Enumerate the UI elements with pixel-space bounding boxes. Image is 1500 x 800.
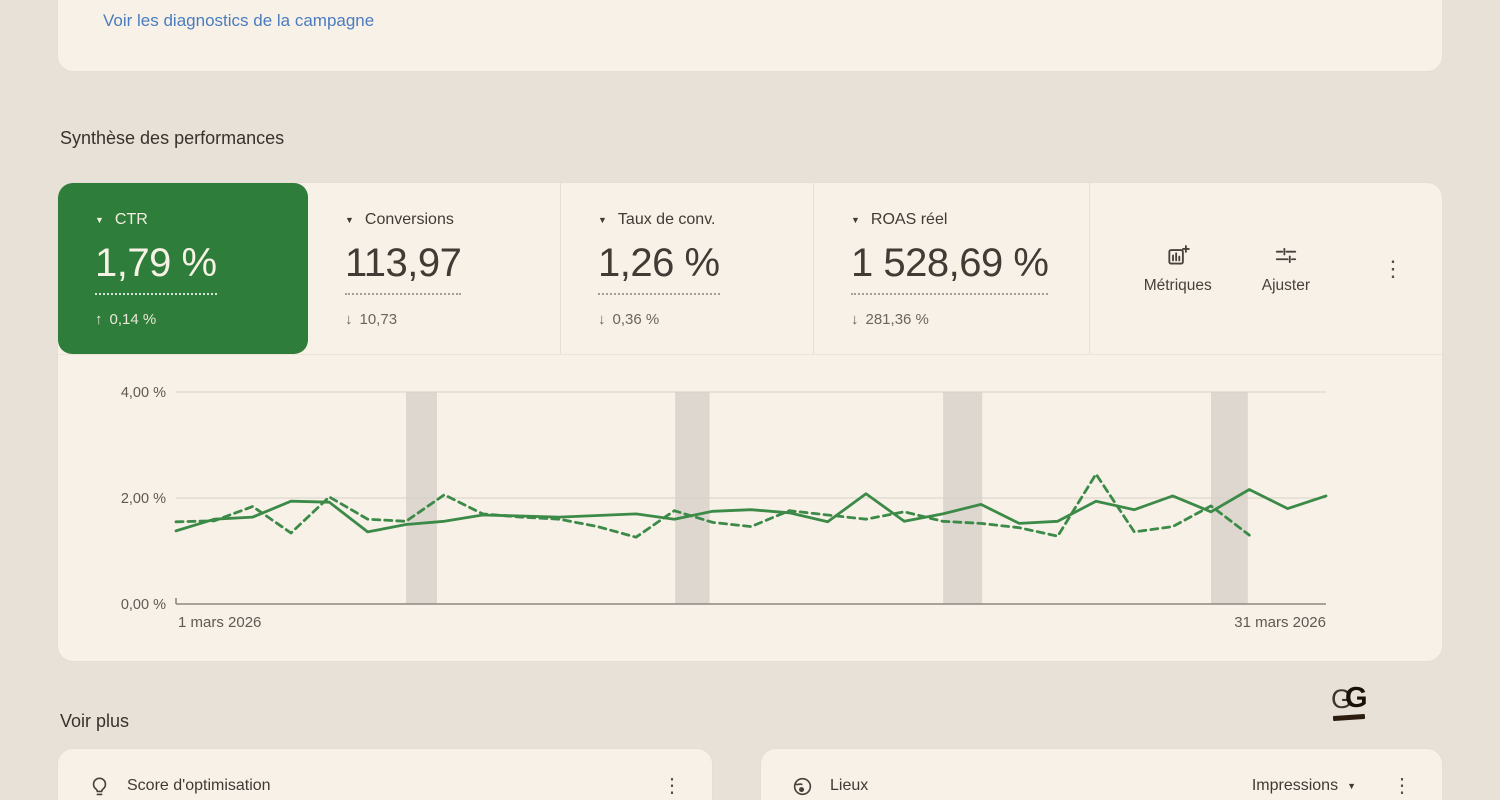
metric-label-row: ▼ Conversions [345, 211, 560, 229]
chevron-down-icon[interactable]: ▼ [345, 214, 354, 225]
campaign-diagnostics-link[interactable]: Voir les diagnostics de la campagne [103, 11, 375, 30]
x-end-label: 31 mars 2026 [1234, 614, 1326, 631]
metric-label: Taux de conv. [617, 211, 716, 228]
optimization-score-header: Score d'optimisation ⋮ [88, 772, 690, 800]
metric-delta: ↓ 0,36 % [598, 311, 813, 328]
metric-label: ROAS réel [870, 211, 948, 228]
adjust-button-label: Ajuster [1261, 276, 1310, 294]
locations-metric-dropdown[interactable]: Impressions ▼ [1252, 777, 1356, 795]
ctr-line-chart: 0,00 % 2,00 % 4,00 % 1 mars 2026 31 mars 202… [121, 385, 1328, 631]
performance-summary-title: Synthèse des performances [60, 128, 285, 148]
metric-label-row: ▼ ROAS réel [851, 211, 1089, 229]
see-more-title: Voir plus [60, 711, 130, 731]
chart-add-metric-icon [1165, 243, 1191, 269]
arrow-up-icon: ↑ [95, 311, 103, 328]
series-dashed [174, 472, 1251, 539]
metric-delta: ↓ 10,73 [345, 311, 560, 328]
metric-value: 1,79 % [95, 241, 308, 295]
metric-delta-value: 0,36 % [612, 311, 660, 328]
metric-label-row: ▼ CTR [95, 211, 308, 229]
metrics-button-label: Métriques [1143, 276, 1212, 294]
performance-summary-card: ▼ CTR 1,79 % ↑ 0,14 % ▼ Conversions 113,97 ↓ 10,7… [57, 182, 1443, 662]
y-tick-label: 4,00 % [121, 385, 166, 401]
gg-letter-bold: G [1345, 682, 1368, 714]
metric-value: 1 528,69 % [851, 241, 1089, 295]
chart-overflow-menu-button[interactable]: ⋮ [1372, 250, 1414, 288]
metric-delta-value: 281,36 % [865, 311, 929, 328]
arrow-down-icon: ↓ [851, 311, 859, 328]
metric-tile-conversions[interactable]: ▼ Conversions 113,97 ↓ 10,73 [308, 183, 560, 354]
metric-tile-taux-de-conv[interactable]: ▼ Taux de conv. 1,26 % ↓ 0,36 % [560, 183, 813, 354]
metric-tile-ctr[interactable]: ▼ CTR 1,79 % ↑ 0,14 % [58, 183, 308, 354]
gg-letter-outline: G [1331, 684, 1353, 714]
locations-menu-button[interactable]: ⋮ [1384, 772, 1420, 800]
optimization-score-title: Score d'optimisation [127, 777, 271, 794]
metric-delta: ↑ 0,14 % [95, 311, 308, 328]
globe-location-icon [791, 775, 814, 798]
metrics-row: ▼ CTR 1,79 % ↑ 0,14 % ▼ Conversions 113,97 ↓ 10,7… [58, 183, 1442, 355]
metric-delta-value: 10,73 [359, 311, 398, 328]
adjust-button[interactable]: Ajuster [1252, 237, 1320, 301]
gg-underline [1332, 713, 1366, 722]
optimization-score-menu-button[interactable]: ⋮ [654, 772, 690, 800]
see-more-row: Voir plus G G [57, 682, 1443, 732]
sliders-tune-icon [1273, 243, 1299, 269]
locations-title: Lieux [830, 777, 869, 794]
locations-card: Lieux Impressions ▼ ⋮ [760, 748, 1443, 800]
chevron-down-icon[interactable]: ▼ [851, 214, 860, 225]
arrow-down-icon: ↓ [345, 311, 353, 328]
gg-watermark: G G [1331, 682, 1375, 724]
metric-tile-roas-r-el[interactable]: ▼ ROAS réel 1 528,69 % ↓ 281,36 % [813, 183, 1089, 354]
see-more-cards-row: Score d'optimisation ⋮ Lieux Impressions [57, 748, 1443, 800]
metric-value: 1,26 % [598, 241, 813, 295]
chart-actions: Métriques Ajuster [1089, 183, 1442, 354]
locations-header: Lieux Impressions ▼ ⋮ [791, 772, 1420, 800]
metric-value: 113,97 [345, 241, 560, 295]
metric-label: CTR [114, 211, 148, 228]
chevron-down-icon: ▼ [1347, 780, 1356, 791]
arrow-down-icon: ↓ [598, 311, 606, 328]
metric-delta-value: 0,14 % [109, 311, 157, 328]
y-tick-label: 0,00 % [121, 597, 166, 613]
chevron-down-icon[interactable]: ▼ [95, 214, 104, 225]
series-solid [174, 488, 1328, 534]
chevron-down-icon[interactable]: ▼ [598, 214, 607, 225]
metric-delta: ↓ 281,36 % [851, 311, 1089, 328]
campaign-status-card: Voir les diagnostics de la campagne [57, 0, 1443, 72]
page: Voir les diagnostics de la campagne Synt… [57, 0, 1443, 800]
lightbulb-icon [88, 775, 111, 798]
x-start-label: 1 mars 2026 [178, 614, 261, 631]
performance-chart[interactable]: 0,00 % 2,00 % 4,00 % 1 mars 2026 31 mars 202… [58, 363, 1442, 661]
metrics-button[interactable]: Métriques [1134, 237, 1222, 301]
locations-metric-dropdown-value: Impressions [1251, 777, 1339, 794]
optimization-score-card: Score d'optimisation ⋮ [57, 748, 713, 800]
y-tick-label: 2,00 % [121, 491, 166, 507]
metric-label: Conversions [364, 211, 454, 228]
metric-label-row: ▼ Taux de conv. [598, 211, 813, 229]
